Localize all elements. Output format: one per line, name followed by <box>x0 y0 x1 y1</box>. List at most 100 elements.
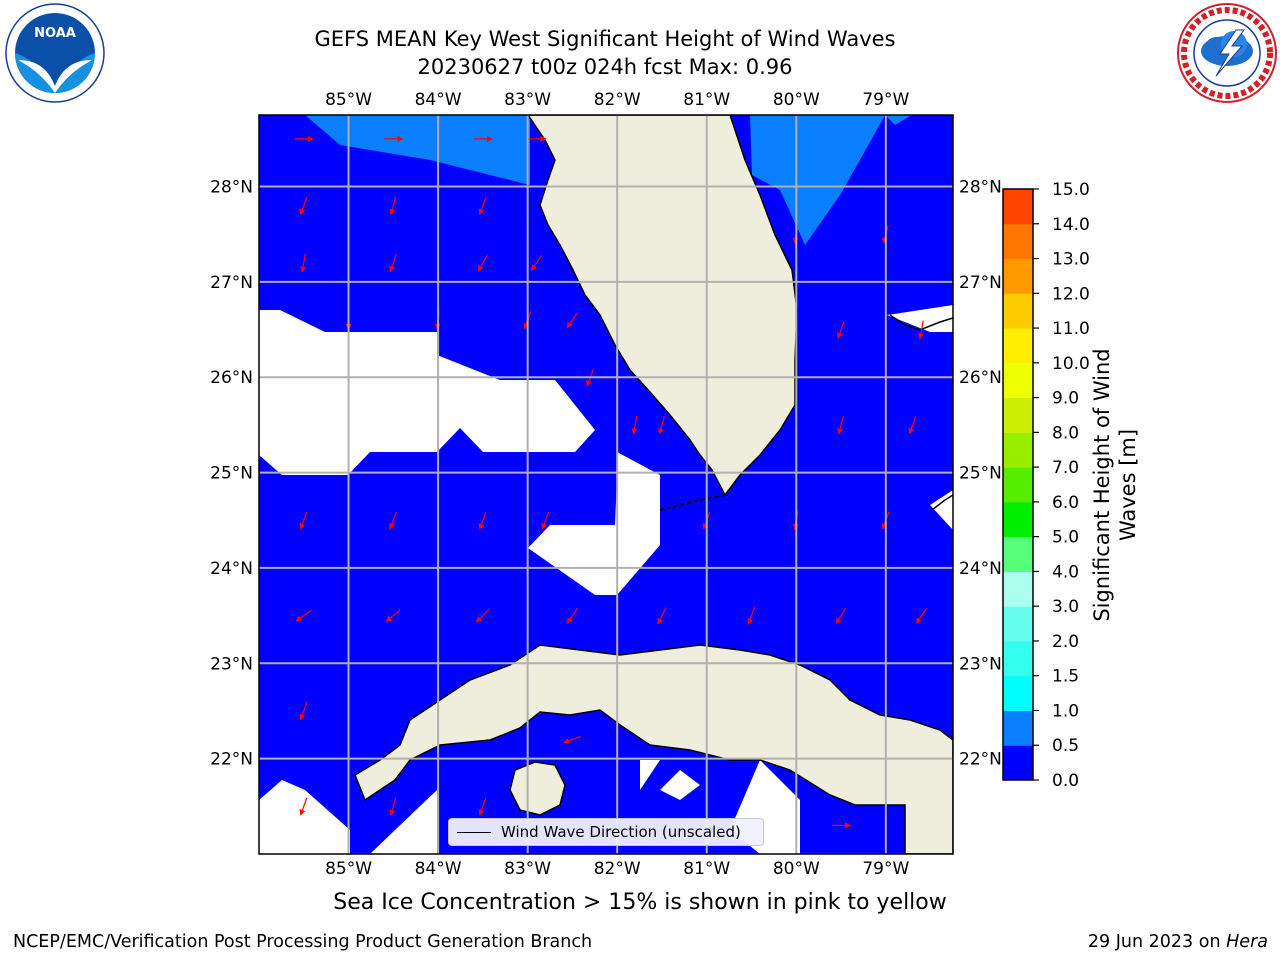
coast-bahamas <box>889 314 953 331</box>
wave-field-mid-north-gulf <box>305 115 530 185</box>
colorbar-segment <box>1003 223 1033 260</box>
legend-line-swatch <box>457 832 491 833</box>
footer-date: 29 Jun 2023 on <box>1087 932 1221 952</box>
nodata-gulf-west <box>259 310 595 475</box>
wave-direction-arrow <box>563 735 582 744</box>
wave-direction-arrow <box>658 416 665 435</box>
nodata-andros <box>930 490 953 530</box>
lat-tick-label-left: 26°N <box>210 368 253 388</box>
lat-tick-label-left: 23°N <box>210 654 253 674</box>
wave-direction-arrow <box>389 196 397 216</box>
nodata-cuba-bay <box>640 760 660 790</box>
lat-tick-label-right: 25°N <box>959 464 1002 484</box>
colorbar-segment <box>1003 397 1033 433</box>
colorbar-label-line1: Significant Height of Wind <box>1090 348 1114 622</box>
colorbar-tick-label: 0.0 <box>1052 771 1079 791</box>
colorbar-frame <box>1002 188 1034 781</box>
colorbar-label-line2: Waves [m] <box>1116 428 1140 542</box>
lat-tick-label-right: 28°N <box>959 178 1002 198</box>
lat-tick-label-left: 25°N <box>210 464 253 484</box>
legend-label: Wind Wave Direction (unscaled) <box>501 823 741 841</box>
map-title-line2: 20230627 t00z 024h fcst Max: 0.96 <box>417 55 793 79</box>
lat-tick-label-right: 27°N <box>959 273 1002 293</box>
colorbar-tick-label: 10.0 <box>1052 354 1090 374</box>
lat-tick-label-left: 22°N <box>210 750 253 770</box>
colorbar-tick-label: 14.0 <box>1052 215 1090 235</box>
colorbar-tick-label: 4.0 <box>1052 562 1079 582</box>
noaa-logo-text: NOAA <box>34 26 76 41</box>
colorbar-segment <box>1003 293 1033 329</box>
wave-direction-arrow <box>836 320 845 339</box>
coast-andros <box>931 494 953 511</box>
land-isla-juventud <box>509 761 566 816</box>
map-frame <box>258 114 954 855</box>
wave-direction-arrow <box>299 196 308 215</box>
colorbar-segment <box>1003 467 1033 503</box>
nws-logo-icon <box>1177 3 1277 103</box>
lat-tick-label-right: 22°N <box>959 750 1002 770</box>
lon-tick-label-top: 82°W <box>594 90 641 110</box>
colorbar-tick-label: 15.0 <box>1052 180 1090 200</box>
lat-tick-label-right: 23°N <box>959 654 1002 674</box>
colorbar-tick-label: 1.0 <box>1052 701 1079 721</box>
lon-tick-label-bottom: 79°W <box>862 859 909 879</box>
map-gridlines <box>259 115 953 854</box>
colorbar-segment <box>1003 536 1033 572</box>
coast-florida-keys <box>659 494 726 511</box>
wave-direction-arrow <box>389 254 397 273</box>
lon-tick-label-top: 83°W <box>504 90 551 110</box>
footer-credit: NCEP/EMC/Verification Post Processing Pr… <box>13 932 593 952</box>
colorbar-tick-label: 13.0 <box>1052 250 1090 270</box>
lon-tick-label-bottom: 85°W <box>325 859 372 879</box>
footer-host: Hera <box>1226 932 1268 952</box>
map-tick-labels: 85°W 85°W 84°W 84°W 83°W 83°W 82°W 82°W 81°W 81°W… <box>210 90 1002 879</box>
wave-direction-arrow <box>918 320 924 340</box>
wave-direction-arrow <box>295 609 312 622</box>
colorbar-segment <box>1003 640 1033 677</box>
colorbar-segment <box>1003 745 1033 781</box>
land-cuba <box>354 644 953 854</box>
colorbar-segment <box>1003 362 1033 399</box>
wave-direction-arrow <box>631 415 638 435</box>
lon-tick-label-bottom: 80°W <box>773 859 820 879</box>
lon-tick-label-bottom: 82°W <box>594 859 641 879</box>
colorbar-tick-label: 5.0 <box>1052 528 1079 548</box>
colorbar-tick-label: 8.0 <box>1052 423 1079 443</box>
noaa-logo-icon: NOAA <box>5 3 105 103</box>
wave-direction-arrow <box>478 511 487 530</box>
nodata-south <box>370 790 437 854</box>
wave-direction-arrow <box>747 606 756 626</box>
nodata-cuba-bay-2 <box>660 770 700 800</box>
wave-direction-arrow <box>300 253 307 273</box>
wave-direction-arrow <box>299 702 308 721</box>
colorbar-tick-label: 3.0 <box>1052 597 1079 617</box>
lat-tick-label-left: 27°N <box>210 273 253 293</box>
wave-direction-arrow <box>541 511 550 530</box>
wave-field-mid-atlantic <box>750 115 885 245</box>
colorbar: 0.0 0.5 1.0 1.5 2.0 3.0 4.0 5.0 6.0 7.0 8.0 9.0 10.0… <box>1002 180 1090 791</box>
lat-tick-label-left: 28°N <box>210 178 253 198</box>
lon-tick-label-top: 84°W <box>415 90 462 110</box>
lon-tick-label-top: 79°W <box>862 90 909 110</box>
wave-direction-arrow <box>389 797 397 816</box>
lon-tick-label-bottom: 83°W <box>504 859 551 879</box>
colorbar-tick-label: 9.0 <box>1052 389 1079 409</box>
lon-tick-label-bottom: 84°W <box>415 859 462 879</box>
wave-direction-arrow <box>566 312 579 329</box>
colorbar-tick-label: 7.0 <box>1052 458 1079 478</box>
colorbar-tick-label: 12.0 <box>1052 284 1090 304</box>
wave-direction-arrow <box>477 254 488 272</box>
wave-direction-arrow <box>530 255 543 271</box>
lat-tick-label-right: 26°N <box>959 368 1002 388</box>
wave-direction-arrow <box>478 196 487 215</box>
wave-direction-arrow <box>475 608 490 623</box>
colorbar-tick-label: 2.0 <box>1052 632 1079 652</box>
colorbar-tick-label: 6.0 <box>1052 493 1079 513</box>
wave-direction-arrow <box>657 607 667 625</box>
colorbar-segment <box>1003 328 1033 364</box>
wave-direction-arrow <box>836 607 847 625</box>
lat-tick-label-right: 24°N <box>959 559 1002 579</box>
wave-direction-arrow <box>299 511 308 530</box>
sea-ice-note: Sea Ice Concentration > 15% is shown in … <box>333 890 947 915</box>
